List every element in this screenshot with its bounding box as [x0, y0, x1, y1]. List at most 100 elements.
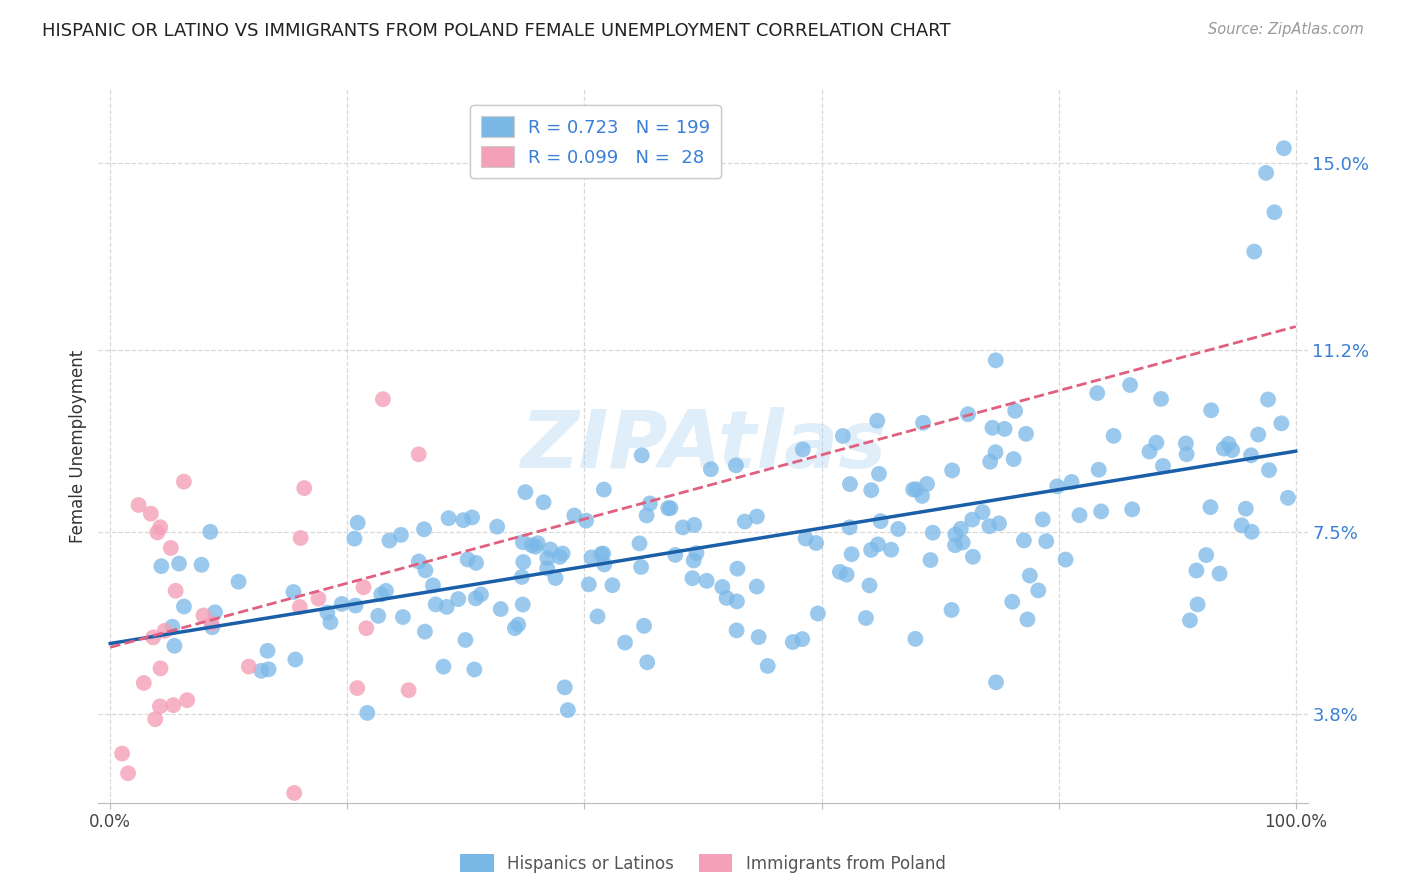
Legend: R = 0.723   N = 199, R = 0.099   N =  28: R = 0.723 N = 199, R = 0.099 N = 28 — [470, 105, 721, 178]
Point — [841, 547, 863, 561]
Point — [454, 632, 477, 647]
Point — [562, 508, 585, 523]
Point — [551, 547, 574, 561]
Point — [111, 747, 134, 761]
Point — [981, 421, 1004, 435]
Point — [1254, 166, 1277, 180]
Point — [630, 560, 652, 574]
Point — [664, 548, 686, 562]
Point — [581, 550, 603, 565]
Point — [984, 675, 1007, 690]
Point — [1152, 458, 1174, 473]
Point — [748, 630, 770, 644]
Point — [142, 631, 165, 645]
Point — [1004, 404, 1026, 418]
Point — [685, 546, 707, 560]
Point — [711, 580, 734, 594]
Point — [1087, 463, 1109, 477]
Point — [392, 610, 415, 624]
Point — [828, 565, 851, 579]
Point — [256, 644, 278, 658]
Point — [288, 599, 311, 614]
Point — [176, 693, 198, 707]
Point — [860, 483, 883, 498]
Point — [283, 585, 305, 599]
Point — [526, 536, 548, 550]
Point — [139, 507, 162, 521]
Point — [283, 786, 305, 800]
Point — [716, 591, 738, 605]
Point — [162, 620, 184, 634]
Point — [782, 635, 804, 649]
Point — [1175, 447, 1198, 461]
Point — [524, 540, 547, 554]
Point — [204, 605, 226, 619]
Point — [1069, 508, 1091, 523]
Point — [943, 538, 966, 552]
Text: Source: ZipAtlas.com: Source: ZipAtlas.com — [1208, 22, 1364, 37]
Point — [1139, 444, 1161, 458]
Point — [860, 542, 883, 557]
Point — [1032, 512, 1054, 526]
Point — [839, 477, 862, 491]
Point — [633, 619, 655, 633]
Point — [1018, 568, 1040, 582]
Point — [408, 447, 430, 461]
Point — [1174, 436, 1197, 450]
Point — [344, 599, 367, 613]
Point — [638, 496, 661, 510]
Point — [734, 515, 756, 529]
Point — [858, 578, 880, 592]
Point — [544, 571, 567, 585]
Point — [949, 522, 972, 536]
Point — [993, 422, 1015, 436]
Point — [470, 587, 492, 601]
Point — [389, 528, 412, 542]
Point — [592, 547, 614, 561]
Point — [804, 536, 827, 550]
Point — [887, 522, 910, 536]
Point — [149, 520, 172, 534]
Point — [869, 514, 891, 528]
Point — [284, 652, 307, 666]
Point — [228, 574, 250, 589]
Text: ZIPAtlas: ZIPAtlas — [520, 407, 886, 485]
Point — [1085, 386, 1108, 401]
Point — [162, 698, 184, 713]
Point — [724, 458, 747, 473]
Point — [464, 591, 486, 606]
Point — [520, 538, 543, 552]
Point — [353, 580, 375, 594]
Point — [1257, 392, 1279, 407]
Text: HISPANIC OR LATINO VS IMMIGRANTS FROM POLAND FEMALE UNEMPLOYMENT CORRELATION CHA: HISPANIC OR LATINO VS IMMIGRANTS FROM PO… — [42, 22, 950, 40]
Point — [510, 570, 533, 584]
Point — [1035, 534, 1057, 549]
Point — [745, 509, 768, 524]
Point — [962, 549, 984, 564]
Point — [984, 353, 1007, 368]
Point — [132, 676, 155, 690]
Point — [1240, 448, 1263, 462]
Point — [413, 624, 436, 639]
Point — [465, 556, 488, 570]
Point — [367, 608, 389, 623]
Point — [725, 624, 748, 638]
Point — [346, 681, 368, 695]
Point — [866, 537, 889, 551]
Point — [912, 416, 935, 430]
Point — [292, 481, 315, 495]
Point — [602, 578, 624, 592]
Point — [672, 520, 695, 534]
Point — [1230, 518, 1253, 533]
Point — [512, 598, 534, 612]
Point — [1208, 566, 1230, 581]
Point — [725, 561, 748, 575]
Point — [988, 516, 1011, 531]
Point — [1150, 392, 1173, 406]
Point — [745, 579, 768, 593]
Point — [868, 467, 890, 481]
Point — [378, 533, 401, 548]
Point — [128, 498, 150, 512]
Point — [193, 608, 215, 623]
Point — [700, 462, 723, 476]
